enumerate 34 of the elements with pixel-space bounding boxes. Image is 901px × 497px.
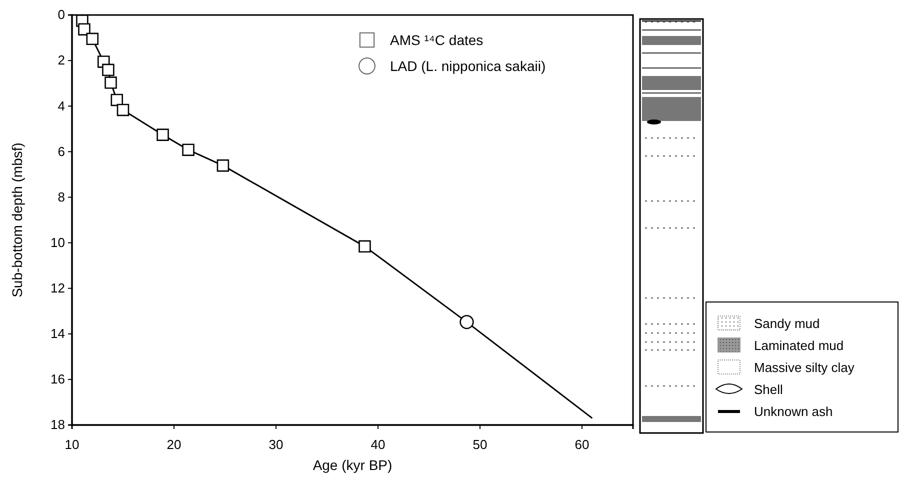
y-tick-label: 12 — [50, 280, 65, 296]
y-tick-label: 18 — [50, 417, 65, 432]
text: Sandy mud — [754, 316, 820, 331]
x-tick-label: 20 — [166, 436, 182, 452]
x-tick-label: 60 — [574, 436, 590, 452]
text: Massive silty clay — [754, 360, 855, 375]
y-tick-label: 2 — [58, 52, 65, 68]
text: Shell — [754, 382, 784, 397]
x-axis-title: Age (kyr BP) — [312, 457, 392, 473]
y-axis-title: Sub-bottom depth (mbsf) — [9, 142, 25, 298]
point — [182, 144, 194, 156]
y-tick-label: 14 — [50, 326, 65, 342]
legend-label: AMS ¹⁴C dates — [390, 32, 484, 48]
point — [156, 128, 169, 141]
point — [104, 76, 117, 89]
point — [460, 314, 474, 330]
x-tick-label: 50 — [472, 436, 488, 452]
point — [216, 159, 230, 172]
point — [102, 64, 114, 76]
point — [358, 240, 371, 253]
x-tick-label: 40 — [370, 436, 386, 452]
y-tick-label: 4 — [58, 98, 65, 114]
y-tick-label: 10 — [50, 234, 65, 250]
y-tick-label: 8 — [58, 189, 65, 204]
y-tick-label: 16 — [50, 372, 65, 387]
text: Unknown ash — [754, 404, 833, 419]
y-tick-label: 6 — [58, 144, 65, 159]
legend-label: LAD (L. nipponica sakaii) — [390, 58, 546, 74]
text: Laminated mud — [754, 338, 844, 353]
point — [78, 23, 90, 36]
y-tick-label: 0 — [58, 7, 65, 22]
x-tick-label: 30 — [268, 436, 284, 452]
point — [116, 104, 130, 116]
point — [86, 32, 99, 46]
